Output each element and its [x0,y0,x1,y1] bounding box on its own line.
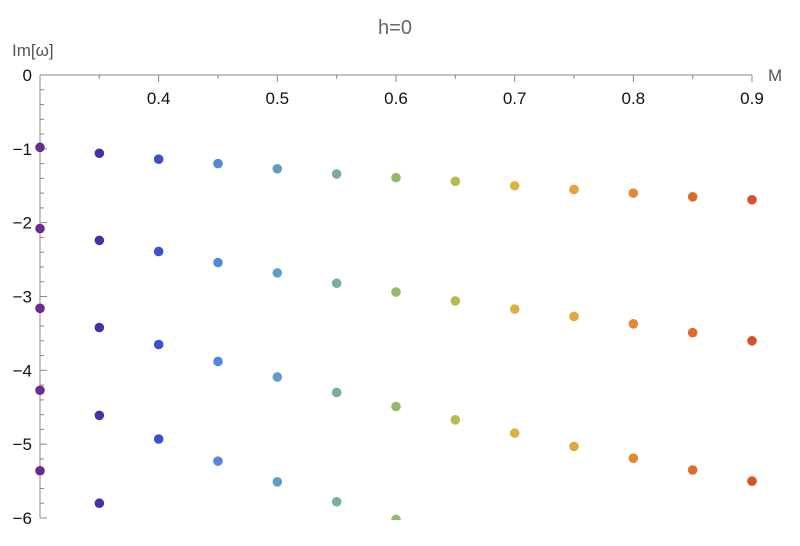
data-point [331,387,342,398]
data-point [687,327,698,338]
data-point [94,498,105,509]
data-point [153,154,164,164]
data-point [747,476,757,486]
data-point [747,336,757,346]
data-point [450,296,461,306]
data-point [687,192,698,202]
data-point [94,148,105,159]
y-tick-label: −2 [13,214,32,233]
data-point [153,246,164,257]
data-point [391,287,401,297]
data-point [509,304,520,314]
data-point [213,158,223,169]
data-point [391,514,401,520]
data-point [687,465,698,475]
x-tick-label: 0.7 [503,89,527,108]
x-tick-label: 0.9 [740,89,764,108]
x-tick-label: 0.8 [622,89,646,108]
tick-labels: 0.4 0.5 0.6 0.7 0.8 0.9 0 −1 −2 −3 −4 −5 −6 [13,66,764,528]
data-point [509,428,520,438]
data-point [213,456,223,466]
data-point [509,180,520,191]
data-point [331,496,342,507]
data-point [35,465,45,476]
y-tick-label: 0 [23,66,32,85]
data-point [272,477,283,487]
y-axis-label: Im[ω] [12,41,54,60]
data-point [628,188,639,198]
x-axis-label: M [768,66,782,85]
y-tick-label: −6 [13,509,32,528]
data-point [35,303,45,314]
data-points [35,142,757,520]
data-point [94,410,105,421]
y-tick-label: −3 [13,288,32,307]
x-tick-label: 0.5 [266,89,290,108]
data-point [569,184,579,195]
data-point [94,235,105,246]
x-tick-label: 0.6 [384,89,408,108]
data-point [153,434,164,444]
data-point [628,453,639,463]
chart-title: h=0 [378,17,412,39]
data-point [94,322,105,333]
data-point [35,142,45,153]
data-point [747,194,757,205]
data-point [450,415,461,425]
data-point [272,163,283,174]
data-point [35,223,45,234]
data-point [213,257,223,268]
axis-ticks [39,74,753,519]
x-tick-label: 0.4 [147,89,171,108]
data-point [153,339,164,350]
data-point [35,385,45,396]
data-point [628,319,639,329]
data-point [391,172,401,183]
data-point [569,311,579,322]
data-point [391,401,401,412]
data-point [331,169,342,179]
y-tick-label: −5 [13,435,32,454]
data-point [450,176,461,187]
data-point [331,278,342,289]
data-point [272,268,283,278]
y-tick-label: −4 [13,361,32,380]
data-point [569,441,579,452]
data-point [272,372,283,382]
data-point [213,356,223,367]
y-tick-label: −1 [13,140,32,159]
